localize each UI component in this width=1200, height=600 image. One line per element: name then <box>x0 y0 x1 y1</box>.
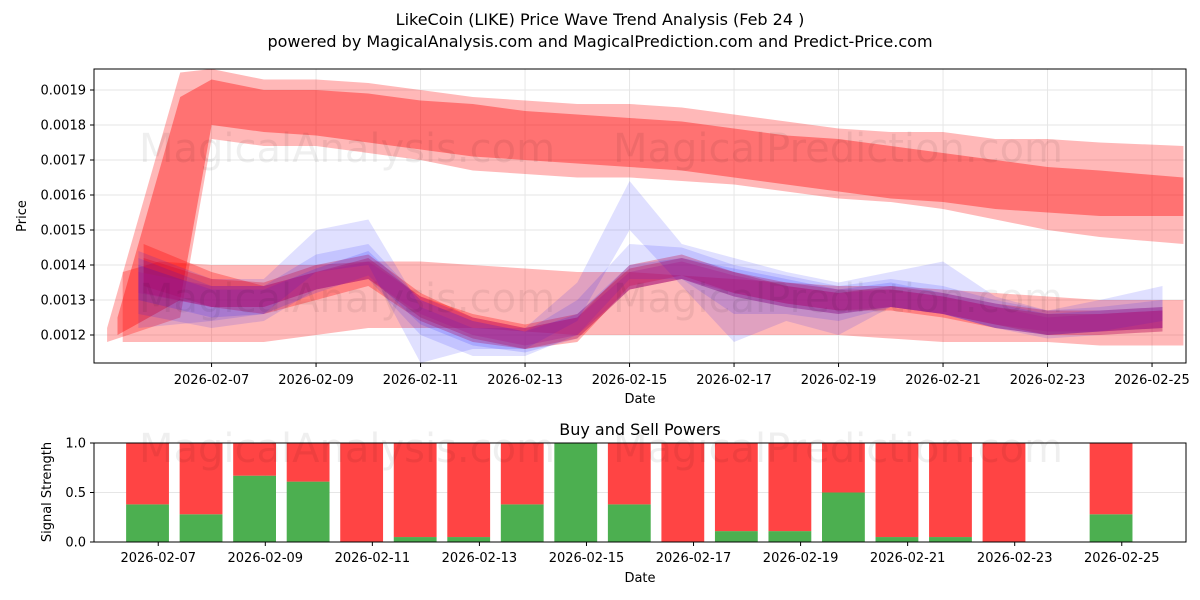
watermark-top-right: MagicalPrediction.com <box>613 126 1063 172</box>
buy-sell-xtick-label: 2026-02-23 <box>977 551 1053 566</box>
buy-bar <box>179 514 223 542</box>
buy-sell-bars <box>126 443 1133 542</box>
buy-bar <box>768 531 812 542</box>
buy-sell-ytick-label: 1.0 <box>65 437 86 452</box>
price-xtick-label: 2026-02-25 <box>1114 373 1190 388</box>
price-ytick-label: 0.0015 <box>41 224 87 239</box>
buy-sell-xtick-label: 2026-02-11 <box>335 551 411 566</box>
price-wave-chart: MagicalAnalysis.com MagicalPrediction.co… <box>15 68 1190 407</box>
sell-bar <box>875 443 919 538</box>
price-xtick-label: 2026-02-23 <box>1010 373 1086 388</box>
buy-sell-xtick-label: 2026-02-21 <box>870 551 946 566</box>
price-axes-frame <box>93 68 1187 364</box>
buy-sell-xtick-label: 2026-02-13 <box>442 551 518 566</box>
watermark-bottom-right: MagicalPrediction.com <box>613 426 1063 472</box>
sell-bar <box>822 443 865 493</box>
buy-sell-xtick-label: 2026-02-15 <box>549 551 625 566</box>
band-blue-wave-2 <box>138 244 1163 356</box>
price-xtick-label: 2026-02-11 <box>383 373 459 388</box>
buy-sell-xtick-label: 2026-02-09 <box>228 551 304 566</box>
sell-bar <box>340 443 384 542</box>
buy-bar <box>875 537 919 542</box>
buy-sell-ytick-label: 0.5 <box>65 486 86 501</box>
sell-bar <box>126 443 169 505</box>
buy-bar <box>393 537 437 542</box>
band-red-wave-1 <box>143 244 1163 349</box>
sell-bar <box>286 443 330 482</box>
price-ylabel: Price <box>15 200 30 232</box>
buy-sell-xlabel: Date <box>624 571 655 586</box>
buy-bar <box>126 504 169 542</box>
price-ytick-label: 0.0017 <box>41 154 87 169</box>
price-xtick-label: 2026-02-07 <box>174 373 250 388</box>
buy-sell-ticks: 2026-02-07 2026-02-09 2026-02-11 2026-02-13… <box>65 437 1159 567</box>
figure-subtitle: powered by MagicalAnalysis.com and Magic… <box>267 32 932 51</box>
buy-sell-title: Buy and Sell Powers <box>559 420 721 439</box>
band-purple-core <box>138 261 1163 346</box>
price-grid <box>94 69 1186 363</box>
price-xtick-label: 2026-02-19 <box>801 373 877 388</box>
sell-bar <box>714 443 758 532</box>
sell-bar <box>447 443 491 538</box>
buy-sell-xtick-label: 2026-02-17 <box>656 551 732 566</box>
watermark-bottom-left: MagicalAnalysis.com <box>139 426 555 472</box>
price-ytick-label: 0.0014 <box>41 259 87 274</box>
buy-bar <box>929 537 972 542</box>
buy-sell-xtick-label: 2026-02-07 <box>120 551 196 566</box>
buy-sell-ylabel: Signal Strength <box>40 442 55 542</box>
buy-sell-ytick-label: 0.0 <box>65 536 86 551</box>
price-ytick-label: 0.0013 <box>41 294 87 309</box>
price-ytick-label: 0.0019 <box>41 84 87 99</box>
price-xtick-label: 2026-02-15 <box>592 373 668 388</box>
band-blue-wave-1 <box>138 181 1163 363</box>
buy-sell-xtick-label: 2026-02-25 <box>1084 551 1160 566</box>
figure-title: LikeCoin (LIKE) Price Wave Trend Analysi… <box>396 10 805 29</box>
buy-sell-chart: Buy and Sell Powers MagicalAnalysis.com … <box>40 420 1187 586</box>
buy-bar <box>714 531 758 542</box>
price-ytick-label: 0.0012 <box>41 329 87 344</box>
watermark-top-left: MagicalAnalysis.com <box>139 126 555 172</box>
band-lower-trend-band-outer <box>122 261 1184 346</box>
price-xtick-label: 2026-02-17 <box>696 373 772 388</box>
sell-bar <box>233 443 276 476</box>
price-xtick-label: 2026-02-13 <box>487 373 563 388</box>
buy-bar <box>1089 514 1133 542</box>
buy-bar <box>554 443 598 542</box>
price-ytick-label: 0.0018 <box>41 119 87 134</box>
buy-bar <box>447 537 491 542</box>
sell-bar <box>768 443 812 532</box>
sell-bar <box>500 443 544 505</box>
watermark-mid-left: MagicalAnalysis.com <box>139 276 555 322</box>
sell-bar <box>607 443 651 505</box>
sell-bar <box>179 443 223 515</box>
band-upper-trend-band-outer <box>107 69 1184 342</box>
price-xtick-label: 2026-02-21 <box>905 373 981 388</box>
band-upper-trend-band-inner <box>117 79 1184 335</box>
sell-bar <box>982 443 1026 542</box>
sell-bar <box>1089 443 1133 515</box>
buy-bar <box>233 475 276 542</box>
price-ytick-label: 0.0016 <box>41 189 87 204</box>
sell-bar <box>661 443 705 542</box>
watermark-mid-right: MagicalPrediction.com <box>613 276 1063 322</box>
price-ticks: 2026-02-07 2026-02-09 2026-02-11 2026-02-13… <box>41 84 1190 389</box>
band-blue-wave-3 <box>138 251 1163 353</box>
price-xlabel: Date <box>624 392 655 407</box>
buy-bar <box>607 504 651 542</box>
band-red-wave-2 <box>143 254 1163 349</box>
buy-sell-xtick-label: 2026-02-19 <box>763 551 839 566</box>
buy-bar <box>500 504 544 542</box>
price-bands <box>107 69 1184 363</box>
price-xtick-label: 2026-02-09 <box>278 373 354 388</box>
buy-bar <box>822 492 865 542</box>
sell-bar <box>393 443 437 538</box>
buy-bar <box>286 481 330 542</box>
sell-bar <box>929 443 972 538</box>
